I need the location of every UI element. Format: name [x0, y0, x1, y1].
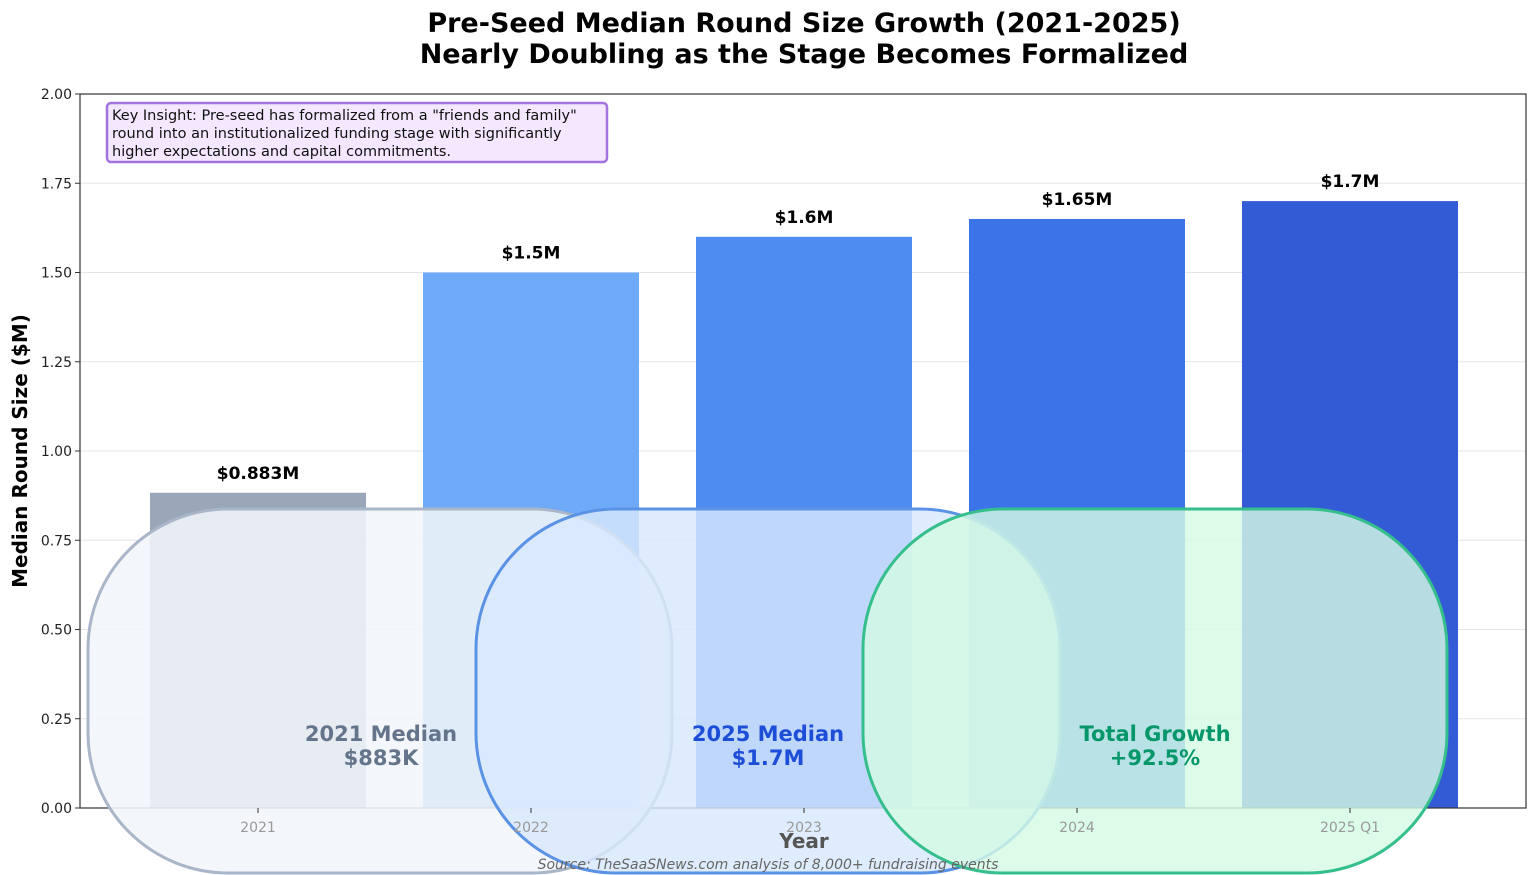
data-label: $1.7M — [1321, 172, 1380, 192]
y-tick-label: 0.50 — [41, 623, 72, 639]
x-tick-label: 2021 — [240, 820, 276, 836]
y-tick-label: 1.50 — [41, 266, 72, 282]
insight-box: Key Insight: Pre-seed has formalized fro… — [105, 101, 609, 164]
y-tick-label: 2.00 — [41, 87, 72, 103]
x-tick-label: 2025 Q1 — [1320, 820, 1380, 836]
callout-value: $883K — [344, 746, 419, 770]
y-tick-label: 1.75 — [41, 176, 72, 192]
y-tick-label: 1.00 — [41, 444, 72, 460]
x-axis-label: Year — [778, 829, 829, 853]
y-tick-label: 0.00 — [41, 801, 72, 817]
y-tick-label: 1.25 — [41, 355, 72, 371]
callout-title: 2025 Median — [692, 722, 844, 746]
callout-box — [861, 507, 1449, 875]
callout-value: +92.5% — [1110, 746, 1200, 770]
callout-title: 2021 Median — [305, 722, 457, 746]
data-label: $1.5M — [502, 244, 561, 264]
insight-line-1: Key Insight: Pre-seed has formalized fro… — [112, 108, 577, 124]
x-tick-label: 2024 — [1059, 820, 1095, 836]
chart-subtitle: Nearly Doubling as the Stage Becomes For… — [420, 39, 1189, 70]
source-note: Source: TheSaaSNews.com analysis of 8,00… — [538, 857, 999, 873]
data-label: $1.65M — [1042, 190, 1113, 210]
y-axis-label: Median Round Size ($M) — [8, 314, 32, 588]
insight-line-3: higher expectations and capital commitme… — [112, 144, 451, 160]
callout-title: Total Growth — [1079, 722, 1230, 746]
x-tick-label: 2022 — [513, 820, 549, 836]
data-label: $0.883M — [217, 464, 300, 484]
y-tick-label: 0.75 — [41, 533, 72, 549]
insight-line-2: round into an institutionalized funding … — [112, 126, 562, 142]
y-tick-label: 0.25 — [41, 712, 72, 728]
x-tick-label: 2023 — [786, 820, 822, 836]
callout-value: $1.7M — [732, 746, 805, 770]
data-label: $1.6M — [775, 208, 834, 228]
chart-title: Pre-Seed Median Round Size Growth (2021-… — [427, 8, 1180, 39]
